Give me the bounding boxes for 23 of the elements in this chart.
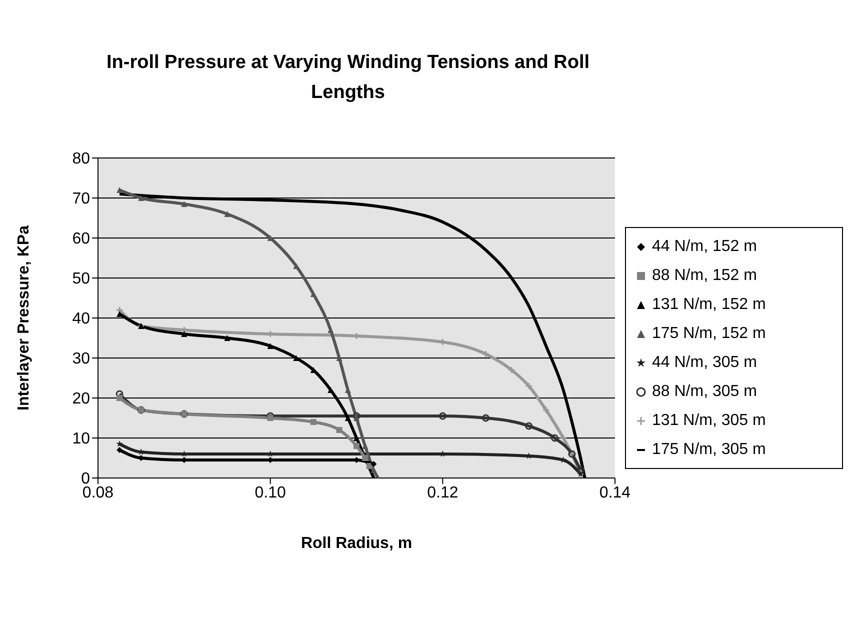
chart-title: In-roll Pressure at Varying Winding Tensions and Roll Lengths: [106, 51, 590, 105]
y-tick-label: 70: [72, 190, 90, 208]
x-tick-label: 0.08: [82, 484, 114, 502]
y-tick-label: 50: [72, 270, 90, 288]
y-tick-label: 30: [72, 350, 90, 368]
y-tick-label: 80: [72, 150, 90, 168]
legend-label: 44 N/m, 152 m: [652, 237, 757, 257]
legend-label: 131 N/m, 305 m: [652, 411, 766, 431]
y-tick-label: 10: [72, 430, 90, 448]
x-tick-label: 0.10: [254, 484, 286, 502]
y-tick-label: 60: [72, 230, 90, 248]
legend-label: 175 N/m, 152 m: [652, 324, 766, 344]
legend-label: 88 N/m, 305 m: [652, 382, 757, 402]
y-tick-label: 40: [72, 310, 90, 328]
legend-label: 44 N/m, 305 m: [652, 353, 757, 373]
x-tick-label: 0.12: [427, 484, 458, 502]
legend-label: 131 N/m, 152 m: [652, 295, 766, 315]
y-axis-title: Interlayer Pressure, KPa: [16, 225, 33, 410]
legend-label: 88 N/m, 152 m: [652, 266, 757, 286]
y-tick-label: 20: [72, 390, 90, 408]
legend-label: 175 N/m, 305 m: [652, 440, 766, 460]
x-axis-title: Roll Radius, m: [300, 535, 412, 552]
x-tick-label: 0.14: [599, 484, 631, 502]
